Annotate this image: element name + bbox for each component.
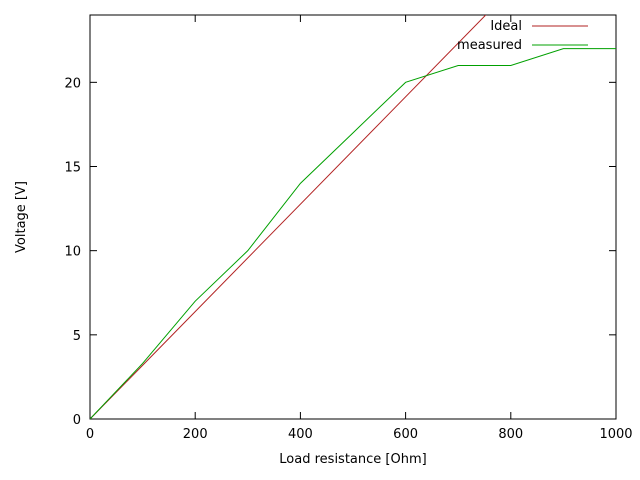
axis-tick-labels: 0 200 400 600 800 1000 0 5 10 15 20 — [64, 76, 632, 442]
y-axis-label: Voltage [V] — [14, 181, 29, 253]
measured-line — [90, 48, 616, 419]
data-series — [90, 15, 616, 419]
axis-ticks — [89, 15, 617, 420]
y-tick-label: 5 — [73, 329, 81, 344]
legend-label-measured: measured — [457, 38, 522, 53]
y-tick-label: 0 — [73, 413, 81, 428]
x-axis-label: Load resistance [Ohm] — [279, 452, 426, 467]
y-tick-label: 15 — [64, 161, 81, 176]
plot-border — [89, 14, 617, 420]
x-tick-label: 800 — [498, 427, 523, 442]
x-tick-label: 1000 — [599, 427, 632, 442]
x-tick-label: 200 — [183, 427, 208, 442]
x-tick-label: 600 — [393, 427, 418, 442]
ideal-line — [90, 15, 487, 419]
x-tick-label: 0 — [86, 427, 94, 442]
legend: Ideal measured — [457, 19, 588, 53]
legend-label-ideal: Ideal — [490, 19, 522, 34]
x-tick-label: 400 — [288, 427, 313, 442]
y-tick-label: 20 — [64, 76, 81, 91]
y-tick-label: 10 — [64, 245, 81, 260]
